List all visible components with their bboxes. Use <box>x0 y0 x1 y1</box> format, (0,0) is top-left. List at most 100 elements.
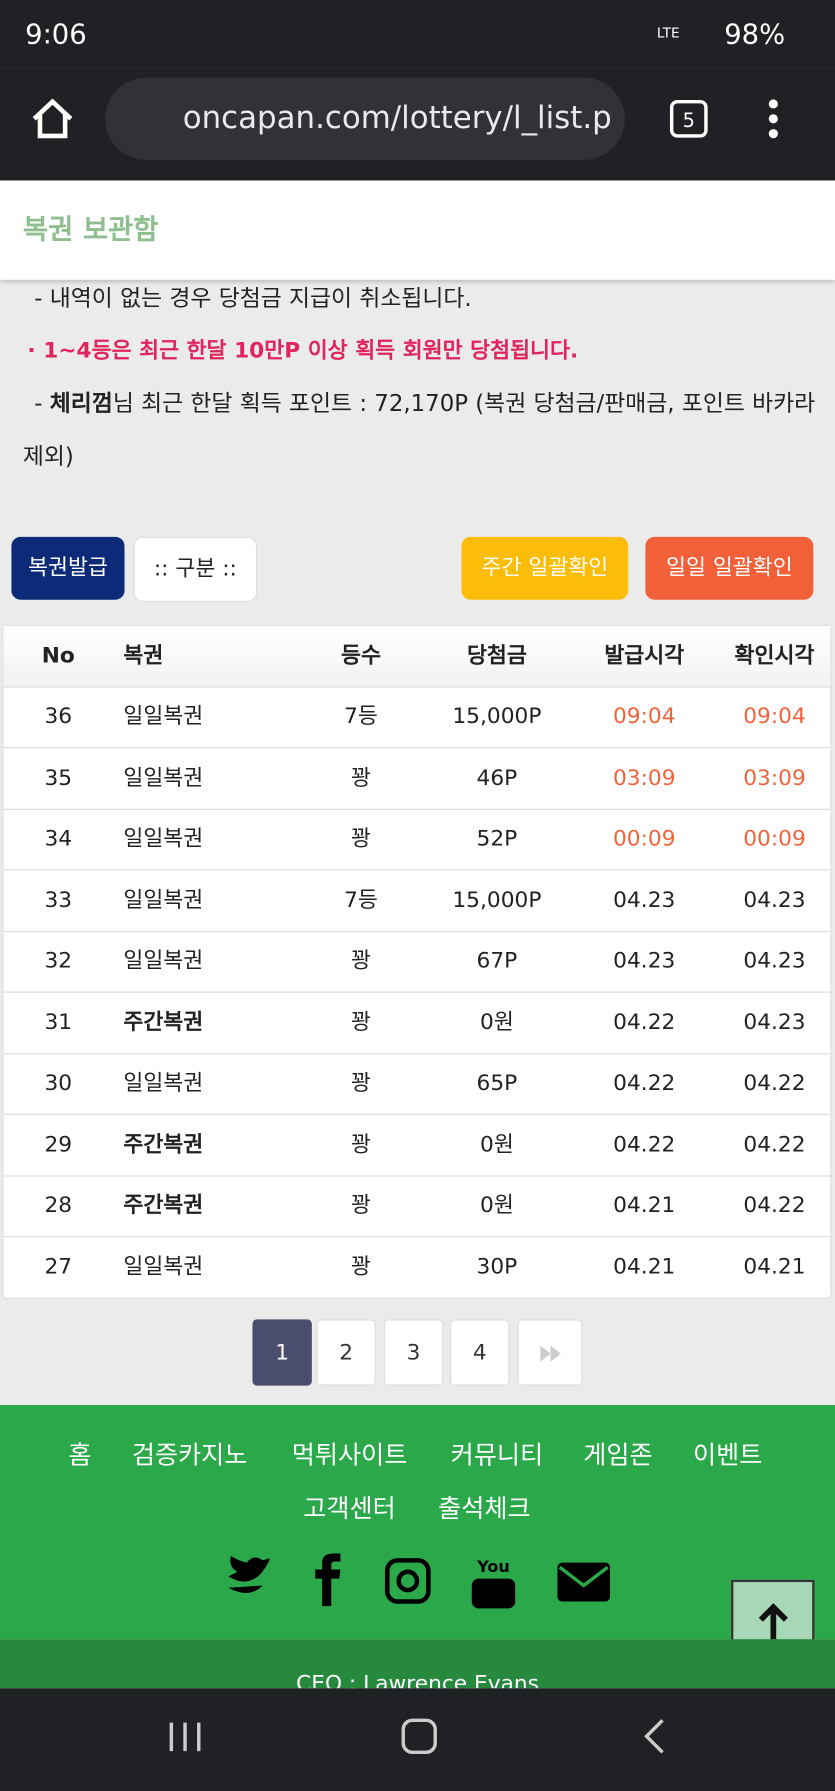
footer-link[interactable]: 출석체크 <box>438 1495 531 1524</box>
page-button[interactable]: 2 <box>316 1319 376 1386</box>
table-cell: 일일복권 <box>123 764 204 790</box>
table-cell: 04.23 <box>743 948 806 974</box>
table-cell: 04.22 <box>613 1131 676 1157</box>
table-cell: 7등 <box>344 703 378 729</box>
footer-link[interactable]: 커뮤니티 <box>450 1441 544 1471</box>
table-cell: 주간복권 <box>123 1131 204 1157</box>
table-cell: 04.22 <box>743 1192 806 1218</box>
table-cell: 꽝 <box>350 1070 371 1096</box>
table-cell: 일일복권 <box>123 703 204 729</box>
notice: - 체리껌님 최근 한달 획득 포인트 : 72,170P (복권 당첨금/판매… <box>22 389 816 470</box>
last-page-button[interactable] <box>517 1319 583 1386</box>
table-cell: 일일복권 <box>123 1070 204 1096</box>
column-header: 복권 <box>123 643 164 669</box>
table-row: 30 일일복권 꽝 65P 04.22 04.22 <box>3 1053 831 1115</box>
table-cell: 일일복권 <box>123 948 204 974</box>
table-cell: 04.23 <box>613 948 676 974</box>
table-cell: 7등 <box>344 886 378 913</box>
page-button[interactable]: 4 <box>450 1319 510 1386</box>
table-cell: 꽝 <box>350 764 371 790</box>
table-cell: 0원 <box>480 1131 514 1157</box>
filter-select[interactable]: :: 구분 :: <box>133 536 258 602</box>
table-row: 32 일일복권 꽝 67P 04.23 04.23 <box>3 931 831 993</box>
home-icon[interactable] <box>30 96 76 142</box>
table-cell: 일일복권 <box>123 825 204 852</box>
footer-link[interactable]: 먹튀사이트 <box>291 1441 408 1471</box>
table-cell: 67P <box>476 948 518 974</box>
table-cell: 27 <box>44 1253 73 1279</box>
table-cell: 30P <box>476 1253 518 1279</box>
instagram-icon[interactable] <box>384 1558 431 1604</box>
page-header: 복권 보관함 <box>0 180 835 280</box>
table-cell: 꽝 <box>350 948 371 974</box>
table-cell: 04.23 <box>743 886 806 913</box>
table-cell: 0원 <box>480 1192 514 1218</box>
table-cell: 03:09 <box>612 764 676 790</box>
table-cell: 65P <box>476 1070 518 1096</box>
notice-text: · 1~4등은 최근 한달 10만P 이상 획득 회원만 당첨됩니다. <box>27 338 579 364</box>
weekly-confirm-button[interactable]: 주간 일괄확인 <box>461 536 629 600</box>
url: oncapan.com/lottery/l_list.p <box>182 100 612 136</box>
table-header: No 복권 등수 당첨금 발급시각 확인시각 <box>3 625 831 688</box>
tabs-icon[interactable]: 5 <box>669 99 708 138</box>
twitter-icon[interactable] <box>228 1555 270 1593</box>
page-button[interactable]: 3 <box>383 1319 444 1386</box>
table-cell: 0원 <box>480 1009 514 1035</box>
table-cell: 꽝 <box>350 1131 371 1157</box>
svg-text:You: You <box>476 1557 509 1576</box>
facebook-icon[interactable] <box>315 1553 341 1607</box>
table-cell: 04.22 <box>613 1070 676 1096</box>
table-cell: 29 <box>44 1131 73 1157</box>
table-cell: 09:04 <box>743 703 806 729</box>
user-name: 체리껌 <box>49 389 113 417</box>
notice-warning: · 1~4등은 최근 한달 10만P 이상 획득 회원만 당첨됩니다. <box>23 324 823 377</box>
url-field[interactable]: oncapan.com/lottery/l_list.p <box>105 77 625 160</box>
menu-icon[interactable] <box>765 98 781 139</box>
table-cell: 일일복권 <box>123 1253 204 1279</box>
daily-confirm-button[interactable]: 일일 일괄확인 <box>645 536 814 600</box>
youtube-icon[interactable] <box>471 1578 516 1609</box>
column-header: 확인시각 <box>734 643 815 669</box>
table-cell: 33 <box>44 886 73 913</box>
footer-link[interactable]: 고객센터 <box>303 1495 396 1524</box>
table-cell: 꽝 <box>350 1192 371 1218</box>
table-cell: 04.21 <box>743 1253 806 1279</box>
table-row: 36 일일복권 7등 15,000P 09:04 09:04 <box>3 687 831 749</box>
table-row: 33 일일복권 7등 15,000P 04.23 04.23 <box>3 870 831 932</box>
column-header: No <box>41 643 75 669</box>
table-row: 34 일일복권 꽝 52P 00:09 00:09 <box>3 809 831 871</box>
table-cell: 28 <box>44 1192 73 1218</box>
table-cell: 46P <box>476 764 518 790</box>
column-header: 당첨금 <box>466 643 527 669</box>
system-nav <box>0 1688 835 1791</box>
table-cell: 주간복권 <box>123 1192 204 1218</box>
table-row: 29 주간복권 꽝 0원 04.22 04.22 <box>3 1114 831 1176</box>
network: LTE <box>656 25 680 42</box>
email-icon[interactable] <box>557 1562 610 1602</box>
lottery-table: No 복권 등수 당첨금 발급시각 확인시각 36 일일복권 7등 15,000P 09:04 09:… <box>2 624 832 1299</box>
table-cell: 15,000P <box>452 886 542 913</box>
table-cell: 03:09 <box>743 764 806 790</box>
table-cell: 34 <box>44 825 73 852</box>
table-row: 35 일일복권 꽝 46P 03:09 03:09 <box>3 748 831 810</box>
table-cell: 00:09 <box>612 825 676 852</box>
page-button[interactable]: 1 <box>252 1319 312 1386</box>
table-cell: 30 <box>44 1070 73 1096</box>
footer-link[interactable]: 게임존 <box>583 1441 653 1471</box>
table-cell: 09:04 <box>612 703 676 729</box>
footer-info: CEO : Lawrence Evans <box>0 1639 835 1689</box>
table-row: 27 일일복권 꽝 30P 04.21 04.21 <box>3 1237 830 1298</box>
footer-link[interactable]: 홈 <box>68 1441 92 1471</box>
footer-link[interactable]: 검증카지노 <box>131 1441 248 1471</box>
battery: 98% <box>724 18 786 51</box>
table-cell: 04.21 <box>613 1192 676 1218</box>
issue-button[interactable]: 복권발급 <box>11 536 125 600</box>
notice-text: 님 최근 한달 획득 포인트 : 72,170P (복권 당첨금/판매금, 포인… <box>22 389 816 470</box>
tab-count: 5 <box>683 109 695 132</box>
table-cell: 52P <box>476 825 518 852</box>
footer-link[interactable]: 이벤트 <box>692 1441 763 1471</box>
notice: - 내역이 없는 경우 당첨금 지급이 취소됩니다. <box>23 272 823 325</box>
table-cell: 04.23 <box>743 1009 806 1035</box>
